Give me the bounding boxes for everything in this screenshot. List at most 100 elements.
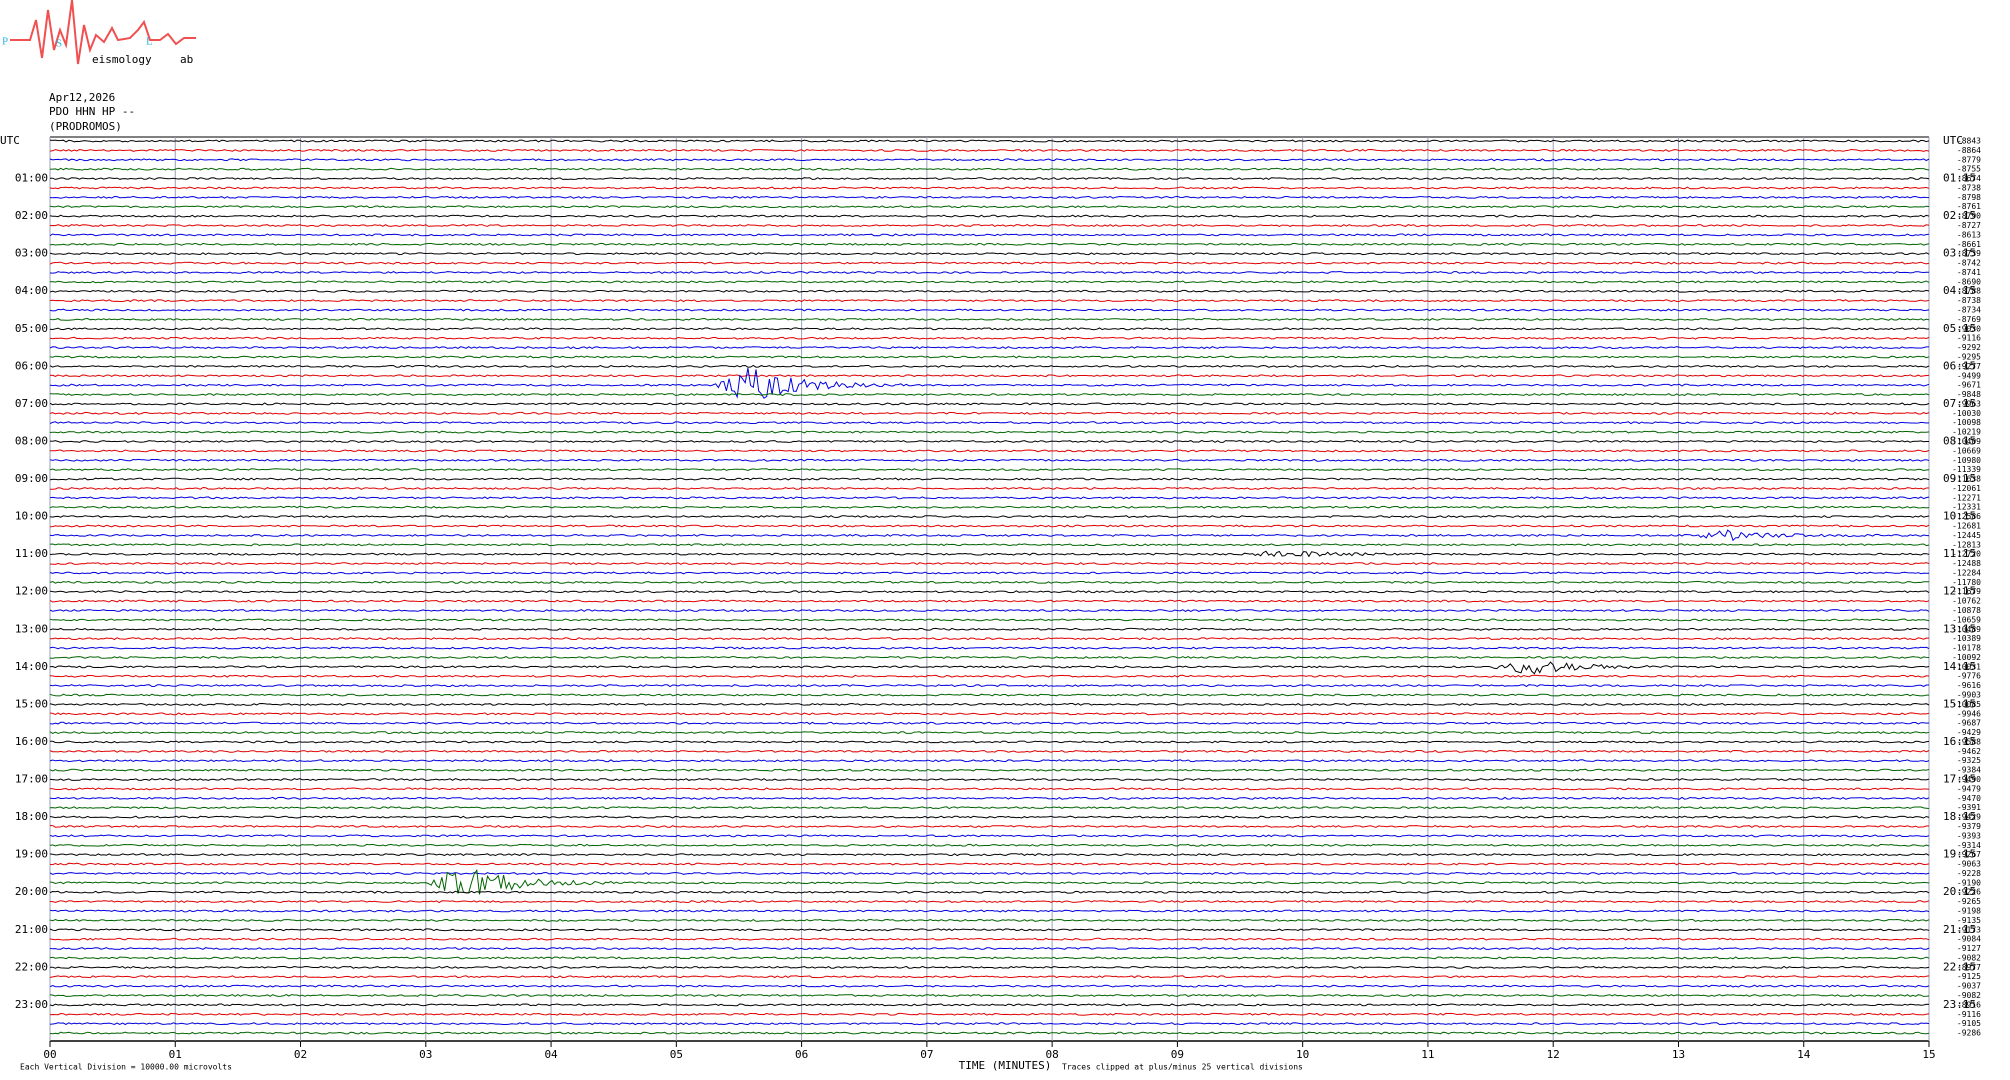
trace-offset-label: -9393	[1957, 831, 1981, 840]
logo-letter: P	[2, 36, 8, 48]
x-tick-label: 12	[1547, 1048, 1560, 1061]
trace	[49, 458, 1930, 462]
left-time-label: 02:00	[15, 209, 48, 222]
trace	[49, 975, 1930, 979]
trace-offset-label: -8738	[1957, 296, 1981, 305]
trace-offset-label: -9462	[1957, 747, 1981, 756]
left-time-label: 14:00	[15, 660, 48, 673]
x-tick-label: 02	[294, 1048, 307, 1061]
right-time-label: 16:15	[1943, 735, 1976, 748]
trace-offset-label: -8739	[1957, 249, 1981, 258]
trace	[49, 684, 1929, 688]
traces	[49, 139, 1930, 1035]
trace-offset-label: -11780	[1952, 578, 1981, 587]
trace-offset-label: -9848	[1957, 390, 1981, 399]
trace	[49, 486, 1929, 490]
right-time-label: 08:15	[1943, 434, 1976, 447]
trace	[49, 580, 1930, 584]
right-time-label: 10:15	[1943, 510, 1976, 523]
left-time-label: 09:00	[15, 472, 48, 485]
trace-offset-label: -9470	[1957, 794, 1981, 803]
trace-offset-label: -9082	[1957, 991, 1981, 1000]
left-time-label: 01:00	[15, 172, 48, 185]
trace-offset-label: -10030	[1952, 409, 1981, 418]
trace-offset-label: -9429	[1957, 728, 1981, 737]
right-time-label: 23:15	[1943, 998, 1976, 1011]
trace-offset-label: -9776	[1957, 672, 1981, 681]
trace-offset-label: -9127	[1957, 944, 1981, 953]
trace-offset-label: -10762	[1952, 597, 1981, 606]
trace-offset-label: -10389	[1952, 634, 1981, 643]
trace	[49, 853, 1930, 857]
trace	[49, 505, 1930, 509]
trace	[49, 515, 1930, 519]
trace-offset-label: -11339	[1952, 465, 1981, 474]
logo-letter: S	[56, 38, 62, 50]
trace	[49, 430, 1930, 434]
trace-offset-label: -12331	[1952, 503, 1981, 512]
left-time-label: 05:00	[15, 322, 48, 335]
trace	[49, 787, 1930, 791]
x-tick-label: 10	[1296, 1048, 1309, 1061]
trace	[49, 900, 1930, 904]
right-time-label: 19:15	[1943, 848, 1976, 861]
trace	[49, 759, 1930, 763]
trace	[49, 749, 1930, 753]
trace	[49, 336, 1930, 340]
right-time-label: 07:15	[1943, 397, 1976, 410]
left-time-label: 16:00	[15, 735, 48, 748]
trace-offset-label: -8788	[1957, 287, 1981, 296]
trace-offset-label: -9429	[1957, 813, 1981, 822]
trace	[50, 825, 1929, 828]
trace-offset-label: -11638	[1952, 475, 1981, 484]
trace	[49, 712, 1930, 716]
right-time-label: 17:15	[1943, 773, 1976, 786]
trace	[49, 956, 1930, 960]
x-tick-label: 08	[1046, 1048, 1059, 1061]
right-time-label: 09:15	[1943, 472, 1976, 485]
trace-offset-label: -9588	[1957, 737, 1981, 746]
trace-offset-label: -8798	[1957, 193, 1981, 202]
left-time-label: 22:00	[15, 960, 48, 973]
trace-offset-label: -9198	[1957, 906, 1981, 915]
trace-offset-label: -8674	[1957, 174, 1981, 183]
trace	[49, 731, 1930, 735]
trace	[49, 928, 1930, 932]
trace	[49, 656, 1930, 659]
trace-offset-label: -8741	[1957, 268, 1981, 277]
trace-offset-label: -10092	[1952, 653, 1981, 662]
logo-wave	[10, 0, 196, 65]
trace	[49, 233, 1930, 237]
right-time-label: 05:15	[1943, 322, 1976, 335]
trace-offset-label: -8690	[1957, 277, 1981, 286]
trace	[49, 868, 1930, 895]
trace	[49, 280, 1930, 284]
left-time-label: 15:00	[15, 697, 48, 710]
trace-offset-label: -9265	[1957, 897, 1981, 906]
trace-offset-label: -10878	[1952, 606, 1981, 615]
x-tick-label: 09	[1171, 1048, 1184, 1061]
left-time-label: 06:00	[15, 359, 48, 372]
trace-offset-label: -8864	[1957, 146, 1981, 155]
trace	[49, 618, 1930, 622]
trace	[49, 167, 1930, 171]
trace	[49, 909, 1930, 913]
right-time-label: 03:15	[1943, 247, 1976, 260]
right-time-label: 13:15	[1943, 622, 1976, 635]
trace	[49, 214, 1930, 218]
trace	[49, 496, 1930, 500]
right-time-label: UTC	[1943, 134, 1963, 147]
trace-offset-label: -8755	[1957, 165, 1981, 174]
trace	[49, 890, 1930, 894]
trace	[49, 177, 1930, 181]
trace	[49, 158, 1930, 162]
trace	[49, 994, 1930, 997]
logo: P S L eismology ab	[2, 0, 196, 66]
trace-offset-label: -8916	[1957, 1000, 1981, 1009]
x-tick-label: 03	[419, 1048, 432, 1061]
trace-offset-label: -9116	[1957, 334, 1981, 343]
left-time-label: 20:00	[15, 885, 48, 898]
trace-offset-label: -8843	[1957, 137, 1981, 146]
trace-offset-label: -8977	[1957, 963, 1981, 972]
